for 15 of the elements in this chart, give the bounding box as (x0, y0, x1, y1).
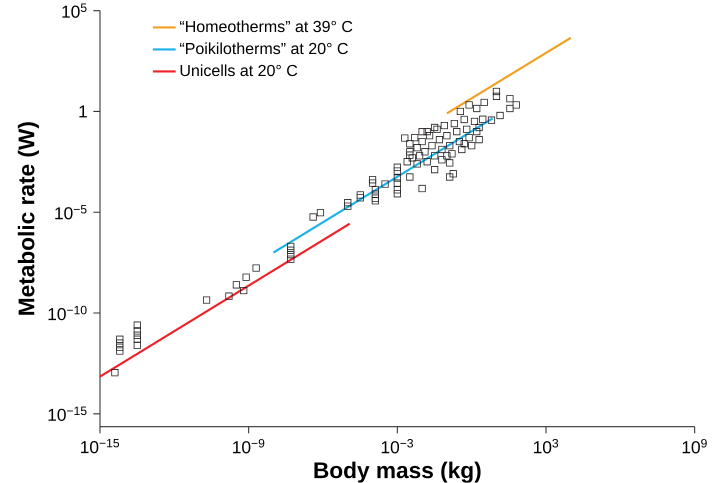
x-tick-label: 10$^{−15}$ (81, 439, 120, 454)
x-tick-label: 10$^{9}$ (682, 439, 707, 454)
y-tick-label: 10$^{−5}$ (55, 205, 87, 220)
y-tick-label: 10$^{5}$ (62, 4, 87, 18)
legend-label: Unicells at 20° C (180, 64, 298, 76)
legend-label: “Poikilotherms” at 20° C (180, 42, 348, 54)
legend-label: “Homeotherms” at 39° C (180, 20, 352, 32)
x-tick-label: 10$^{−9}$ (233, 439, 264, 454)
x-tick-label: 10$^{3}$ (534, 439, 558, 454)
x-tick-label: 10$^{−3}$ (382, 439, 414, 454)
y-tick-label: 10$^{−15}$ (48, 406, 87, 422)
y-axis-title: Metabolic rate (W) (18, 122, 39, 315)
y-tick-label: 10$^{−10}$ (48, 306, 87, 320)
x-axis-title: Body mass (kg) (314, 462, 481, 483)
y-tick-label: 1 (79, 106, 87, 118)
